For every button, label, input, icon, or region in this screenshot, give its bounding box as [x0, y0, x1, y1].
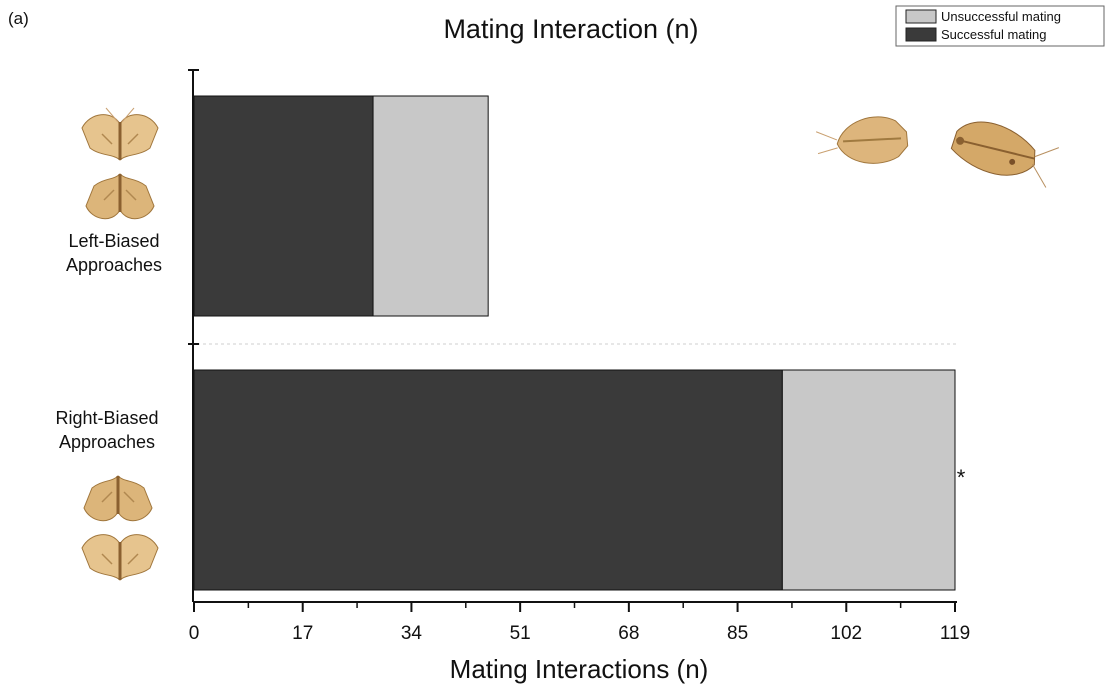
panel-label: (a) — [8, 9, 29, 28]
moth-pair-left-biased-image — [81, 107, 159, 220]
bar-right-biased-successful — [193, 369, 783, 591]
legend-label-successful: Successful mating — [941, 27, 1047, 42]
bars-layer — [193, 95, 956, 591]
bar-left-biased-successful — [193, 95, 374, 317]
chart-title: Mating Interaction (n) — [443, 14, 698, 44]
x-tick-label-102: 102 — [830, 623, 862, 644]
x-tick-label-68: 68 — [618, 623, 639, 644]
mating-moths-image — [815, 116, 1060, 188]
category-label-left-line2: Approaches — [66, 255, 162, 275]
moth-pair-right-biased-image — [81, 475, 159, 581]
x-axis-ticks: 0 17 34 51 68 85 102 119 — [189, 602, 970, 644]
x-tick-label-0: 0 — [189, 623, 200, 644]
legend-label-unsuccessful: Unsuccessful mating — [941, 9, 1061, 24]
significance-annotation: * — [957, 465, 966, 490]
bar-left-biased-unsuccessful — [372, 95, 489, 317]
bar-right-biased-unsuccessful — [781, 369, 956, 591]
x-tick-label-85: 85 — [727, 623, 748, 644]
category-label-right-line2: Approaches — [59, 432, 155, 452]
legend: Unsuccessful mating Successful mating — [895, 5, 1105, 47]
category-label-left-line1: Left-Biased — [68, 231, 159, 251]
x-tick-label-17: 17 — [292, 623, 313, 644]
category-label-right-line1: Right-Biased — [55, 408, 158, 428]
legend-swatch-successful — [905, 27, 937, 42]
x-tick-label-34: 34 — [401, 623, 423, 644]
legend-swatch-unsuccessful — [905, 9, 937, 24]
x-tick-label-119: 119 — [940, 623, 970, 644]
x-tick-label-51: 51 — [510, 623, 531, 644]
x-axis-label: Mating Interactions (n) — [450, 654, 709, 684]
